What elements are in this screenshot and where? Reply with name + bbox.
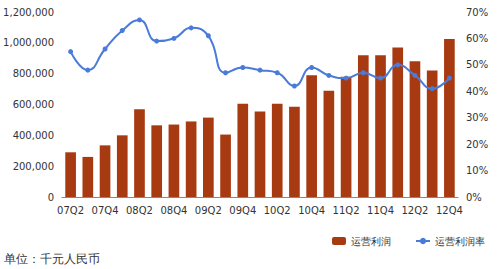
svg-text:10Q2: 10Q2 [264,205,291,216]
svg-text:10%: 10% [466,165,488,176]
svg-text:600,000: 600,000 [13,99,54,110]
svg-text:12Q4: 12Q4 [436,205,463,216]
svg-text:单位：千元人民币: 单位：千元人民币 [4,252,100,266]
svg-text:0: 0 [48,192,54,203]
svg-text:20%: 20% [466,139,488,150]
svg-text:08Q2: 08Q2 [126,205,153,216]
svg-text:11Q2: 11Q2 [333,205,360,216]
svg-text:30%: 30% [466,112,488,123]
svg-text:70%: 70% [466,7,488,18]
svg-text:1,000,000: 1,000,000 [3,37,54,48]
svg-text:09Q2: 09Q2 [195,205,222,216]
svg-text:10Q4: 10Q4 [298,205,325,216]
svg-text:800,000: 800,000 [13,68,54,79]
svg-text:200,000: 200,000 [13,161,54,172]
svg-text:09Q4: 09Q4 [229,205,256,216]
svg-text:07Q2: 07Q2 [57,205,84,216]
svg-text:1,200,000: 1,200,000 [3,7,54,18]
svg-text:07Q4: 07Q4 [92,205,119,216]
svg-text:60%: 60% [466,33,488,44]
svg-text:40%: 40% [466,86,488,97]
svg-text:400,000: 400,000 [13,130,54,141]
svg-text:运营利润率: 运营利润率 [435,236,485,247]
svg-text:运营利润: 运营利润 [351,236,391,247]
svg-text:12Q2: 12Q2 [401,205,428,216]
svg-text:11Q4: 11Q4 [367,205,394,216]
svg-text:50%: 50% [466,59,488,70]
svg-text:08Q4: 08Q4 [160,205,187,216]
svg-text:0%: 0% [466,192,482,203]
